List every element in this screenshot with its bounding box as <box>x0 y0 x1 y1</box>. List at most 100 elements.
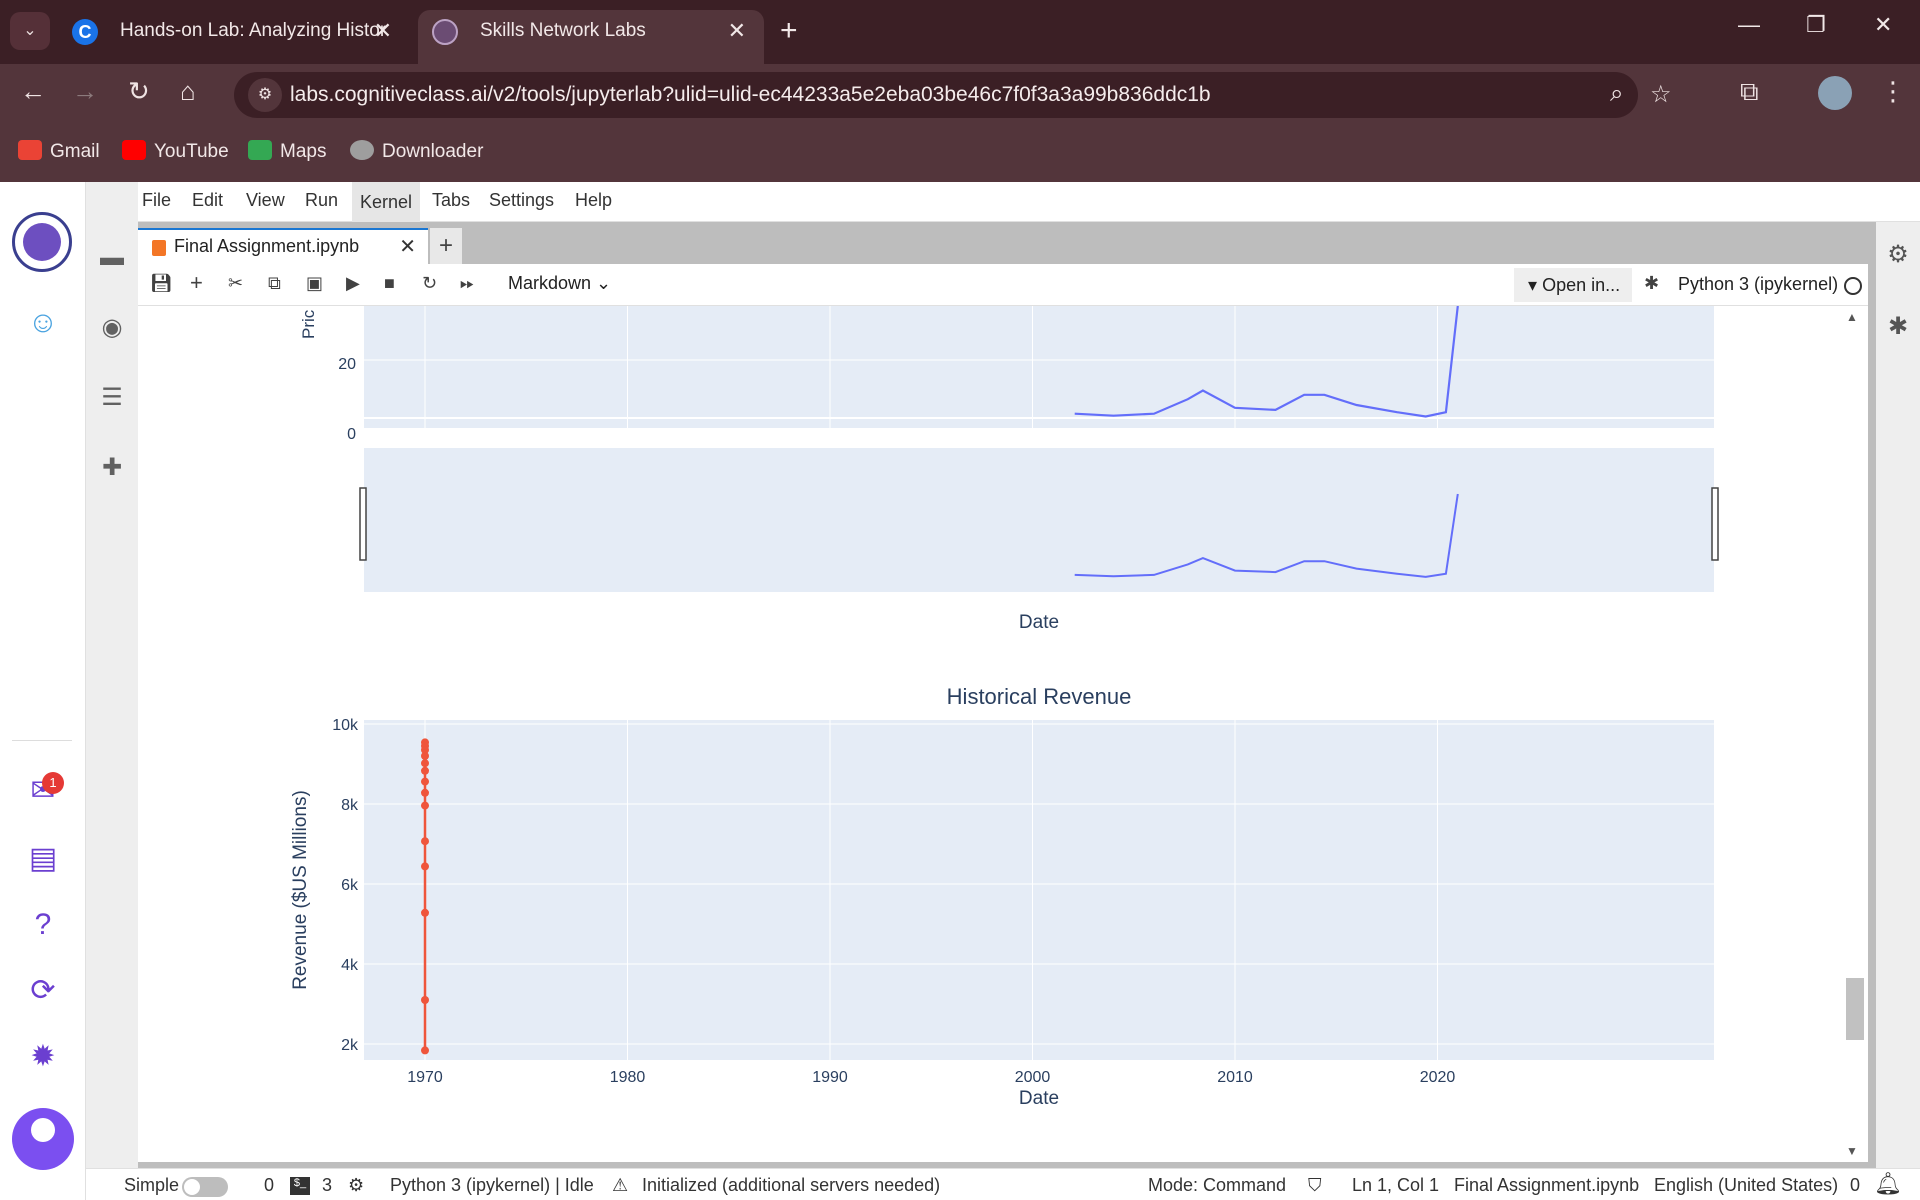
revenue-data-point <box>421 801 429 810</box>
browser-toolbar: ← → ↻ ⌂ ⚙ labs.cognitiveclass.ai/v2/tool… <box>0 64 1920 124</box>
price-y-tick: 0 <box>347 426 356 443</box>
menu-edit[interactable]: Edit <box>192 190 224 210</box>
bookmark-downloader[interactable]: Downloader <box>350 140 483 163</box>
extensions-icon[interactable]: ⧉ <box>1740 76 1759 106</box>
notebook-scrollbar[interactable] <box>1844 306 1866 1162</box>
debugger-toggle-icon[interactable]: ✱ <box>1644 273 1660 293</box>
menu-file[interactable]: File <box>142 190 172 210</box>
notification-bell-icon[interactable]: 🔔︎ <box>1874 1171 1902 1196</box>
kernel-status-text[interactable]: Python 3 (ipykernel) | Idle <box>390 1175 594 1195</box>
property-inspector-icon[interactable]: ⚙ <box>1887 241 1909 268</box>
minimize-icon[interactable]: — <box>1738 12 1760 37</box>
revenue-data-point <box>421 752 429 760</box>
user-avatar[interactable] <box>12 1108 74 1170</box>
notebook-panel: Pric 20 0 Date Historical Revenue 1970 19… <box>138 306 1868 1162</box>
save-icon[interactable]: 💾︎ <box>150 273 173 293</box>
range-slider-right-handle[interactable] <box>1711 487 1719 561</box>
tab-title: Hands-on Lab: Analyzing Histor <box>120 20 387 41</box>
table-of-contents-icon[interactable]: ☰ <box>101 384 123 411</box>
home-icon[interactable]: ⌂ <box>180 76 196 106</box>
simple-mode-toggle[interactable] <box>182 1177 228 1197</box>
lsp-status-text[interactable]: Initialized (additional servers needed) <box>642 1175 941 1195</box>
scrollbar-thumb[interactable] <box>1846 978 1864 1040</box>
debugger-icon[interactable]: ✱ <box>1887 313 1909 340</box>
bookmark-gmail[interactable]: Gmail <box>18 140 100 163</box>
run-icon[interactable]: ▶ <box>346 273 360 293</box>
revenue-chart-title: Historical Revenue <box>947 684 1132 709</box>
browser-tab-skills-network[interactable]: Skills Network Labs ✕ <box>418 10 764 64</box>
news-icon[interactable]: ▤ <box>28 842 58 875</box>
cut-icon[interactable]: ✂ <box>228 273 244 293</box>
range-slider[interactable] <box>364 448 1714 592</box>
notebook-tab[interactable]: Final Assignment.ipynb ✕ <box>138 228 428 264</box>
menu-view[interactable]: View <box>246 190 285 210</box>
kernel-name[interactable]: Python 3 (ipykernel) <box>1678 274 1839 294</box>
menu-tabs[interactable]: Tabs <box>432 190 471 210</box>
settings-gear-icon[interactable]: ⚙ <box>348 1175 365 1195</box>
trusted-shield-icon: ⛉ <box>1308 1175 1322 1195</box>
theme-icon[interactable]: ✹ <box>30 1040 56 1073</box>
reload-icon[interactable]: ↻ <box>128 76 150 106</box>
terminal-count: 3 <box>322 1175 333 1195</box>
revenue-data-point <box>421 837 429 846</box>
forward-arrow-icon[interactable]: → <box>72 76 98 106</box>
paste-icon[interactable]: ▣ <box>306 273 324 293</box>
close-tab-icon[interactable]: ✕ <box>399 236 416 258</box>
new-tab-button[interactable]: + <box>780 14 798 47</box>
help-icon[interactable]: ? <box>34 908 52 941</box>
run-all-icon[interactable]: ⏩︎ <box>460 273 475 293</box>
maps-icon <box>248 140 272 160</box>
range-slider-left-handle[interactable] <box>359 487 367 561</box>
skills-network-logo[interactable] <box>12 212 72 272</box>
notification-count: 0 <box>1850 1175 1861 1195</box>
revenue-y-axis-label: Revenue ($US Millions) <box>290 790 311 990</box>
menu-settings[interactable]: Settings <box>489 190 555 210</box>
copy-icon[interactable]: ⧉ <box>268 273 281 293</box>
output-figure: Pric 20 0 Date Historical Revenue 1970 19… <box>290 306 1719 1109</box>
chevron-down-icon: ⌄ <box>596 273 612 293</box>
status-filename: Final Assignment.ipynb <box>1454 1175 1640 1195</box>
stop-icon[interactable]: ■ <box>384 273 395 293</box>
menu-kernel[interactable]: Kernel <box>352 182 421 222</box>
divider <box>12 740 72 741</box>
jupyter-activity-bar: ▬ ◉ ☰ ✚ <box>86 182 138 1168</box>
running-kernels-icon[interactable]: ◉ <box>101 314 123 341</box>
lsp-status-icon: ⚠ <box>612 1175 629 1195</box>
menu-run[interactable]: Run <box>305 190 339 210</box>
close-tab-icon[interactable]: ✕ <box>373 18 392 43</box>
open-in-button[interactable]: ▾ Open in... <box>1514 268 1632 302</box>
scroll-up-arrow-icon[interactable]: ▲ <box>1846 310 1858 324</box>
bookmark-maps[interactable]: Maps <box>248 140 326 163</box>
browser-tab-hands-on-lab[interactable]: C Hands-on Lab: Analyzing Histor ✕ <box>58 10 410 64</box>
browser-titlebar: ⌄ C Hands-on Lab: Analyzing Histor ✕ Ski… <box>0 0 1920 64</box>
chatbot-icon[interactable]: ☺ <box>27 306 59 339</box>
tab-search-button[interactable]: ⌄ <box>10 12 50 50</box>
sync-icon[interactable]: ⟳ <box>30 974 56 1007</box>
back-arrow-icon[interactable]: ← <box>20 76 46 106</box>
scroll-down-arrow-icon[interactable]: ▼ <box>1846 1144 1858 1158</box>
extensions-puzzle-icon[interactable]: ✚ <box>101 454 123 481</box>
cursor-position[interactable]: Ln 1, Col 1 <box>1352 1175 1440 1195</box>
profile-avatar[interactable] <box>1818 76 1852 110</box>
price-series-line <box>1074 306 1459 418</box>
kebab-menu-icon[interactable]: ⋮ <box>1880 76 1906 106</box>
close-window-icon[interactable]: ✕ <box>1874 12 1893 37</box>
site-info-icon[interactable]: ⚙ <box>248 78 282 112</box>
coursera-favicon-icon: C <box>72 19 98 45</box>
revenue-plot-area <box>364 720 1714 1060</box>
restart-icon[interactable]: ↻ <box>422 273 438 293</box>
bookmark-star-icon[interactable]: ☆ <box>1650 81 1672 108</box>
menu-help[interactable]: Help <box>575 190 613 210</box>
restore-icon[interactable]: ❐ <box>1806 12 1826 37</box>
zoom-icon[interactable]: ⌕ <box>1610 80 1624 107</box>
cell-type-dropdown[interactable]: Markdown ⌄ <box>508 273 612 293</box>
close-tab-icon[interactable]: ✕ <box>727 18 746 43</box>
insert-cell-icon[interactable]: + <box>190 270 203 295</box>
language-text[interactable]: English (United States) <box>1654 1175 1839 1195</box>
new-launcher-button[interactable]: + <box>430 228 462 264</box>
address-bar[interactable]: ⚙ labs.cognitiveclass.ai/v2/tools/jupyte… <box>234 72 1672 118</box>
revenue-x-tick: 1970 <box>407 1069 443 1086</box>
revenue-y-tick: 6k <box>341 877 359 894</box>
bookmark-youtube[interactable]: YouTube <box>122 140 229 163</box>
folder-icon[interactable]: ▬ <box>100 244 124 271</box>
